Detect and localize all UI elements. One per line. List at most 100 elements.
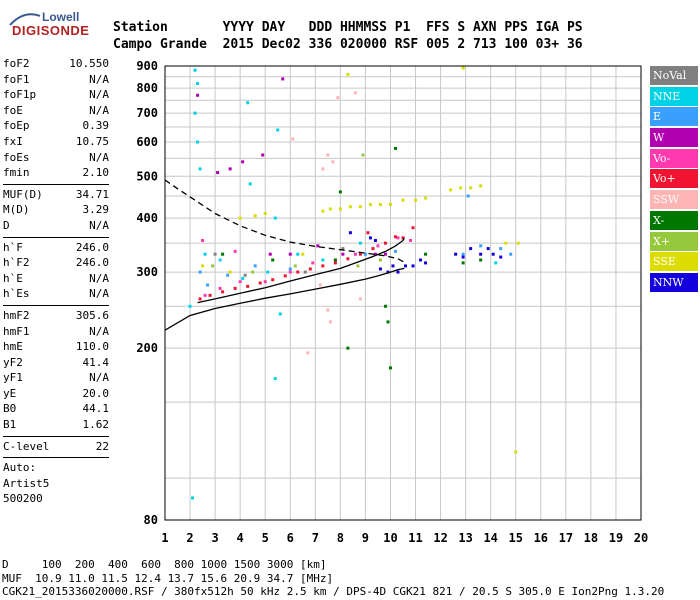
echo-point [271, 278, 275, 282]
param-row: foE N/A [3, 103, 109, 119]
echo-point [238, 216, 242, 220]
param-value: N/A [89, 324, 109, 338]
param-label: hmE [3, 340, 23, 354]
echo-point [311, 261, 315, 265]
legend-item-vo: Vo+ [650, 169, 698, 189]
param-value: N/A [89, 271, 109, 285]
echo-point [203, 252, 207, 256]
echo-point [218, 258, 222, 262]
echo-point [283, 274, 287, 278]
param-row: yF2 41.4 [3, 355, 109, 371]
param-value: 22 [95, 439, 109, 453]
x-tick-label: 10 [383, 531, 397, 545]
param-value: 34.71 [75, 187, 109, 201]
echo-point [479, 184, 483, 188]
echo-point [331, 160, 335, 164]
legend-item-nnw: NNW [650, 272, 698, 292]
echo-point [263, 211, 267, 215]
echo-point [378, 203, 382, 207]
legend-item-x: X- [650, 210, 698, 230]
param-row: C-level 22 [3, 439, 109, 455]
echo-point [321, 167, 325, 171]
echo-point [263, 280, 267, 284]
header-line-2: Campo Grande 2015 Dec02 336 020000 RSF 0… [113, 37, 583, 52]
legend-item-nne: NNE [650, 86, 698, 106]
echo-point [461, 255, 465, 259]
echo-point [348, 205, 352, 209]
echo-point [266, 270, 270, 274]
echo-point [213, 252, 217, 256]
echo-point [218, 286, 222, 290]
echo-point [318, 283, 322, 287]
param-row: foF2 10.550 [3, 56, 109, 72]
param-label: h`F2 [3, 256, 30, 270]
x-tick-label: 6 [287, 531, 294, 545]
echo-point [404, 264, 408, 268]
echo-point [341, 247, 345, 251]
echo-point [278, 312, 282, 316]
param-value: 305.6 [75, 308, 109, 322]
params-separator [3, 236, 109, 238]
echo-point [288, 270, 292, 274]
echo-point [358, 241, 362, 245]
param-row: yF1 N/A [3, 370, 109, 386]
param-value: N/A [89, 88, 109, 102]
legend-item-ssw: SSW [650, 190, 698, 210]
echo-point [291, 137, 295, 141]
echo-point [276, 128, 280, 132]
legend-item-w: W [650, 128, 698, 148]
echo-point [378, 267, 382, 271]
param-value: 246.0 [75, 240, 109, 254]
echo-point [233, 249, 237, 253]
echo-point [419, 258, 423, 262]
echo-point [188, 304, 192, 308]
echo-point [198, 297, 202, 301]
echo-point [288, 267, 292, 271]
echo-point [393, 235, 397, 239]
echo-point [368, 236, 372, 240]
echo-point [326, 308, 330, 312]
param-row: hmF1 N/A [3, 324, 109, 340]
x-tick-label: 17 [559, 531, 573, 545]
echo-point [376, 244, 380, 248]
logo-lowell-text: Lowell [42, 10, 80, 24]
echo-point [383, 241, 387, 245]
param-row: hmE 110.0 [3, 339, 109, 355]
param-value: 1.62 [82, 418, 110, 432]
param-row: foF1 N/A [3, 72, 109, 88]
param-label: h`Es [3, 287, 30, 301]
param-row: fxI 10.75 [3, 134, 109, 150]
echo-point [373, 252, 377, 256]
param-value: 246.0 [75, 256, 109, 270]
echo-point [241, 160, 245, 164]
echo-point [371, 247, 375, 251]
echo-point [253, 214, 257, 218]
echo-point [336, 96, 340, 100]
station-header: Station YYYY DAY DDD HHMMSS P1 FFS S AXN… [113, 19, 583, 53]
echo-point [228, 167, 232, 171]
param-label: M(D) [3, 203, 30, 217]
params-separator [3, 304, 109, 306]
echo-point [346, 346, 350, 350]
echo-point [221, 252, 225, 256]
x-tick-label: 18 [584, 531, 598, 545]
param-label: MUF(D) [3, 187, 43, 201]
param-row: hmF2 305.6 [3, 308, 109, 324]
echo-point [461, 252, 465, 256]
param-label: B0 [3, 402, 17, 416]
echo-point [358, 297, 362, 301]
x-tick-label: 14 [483, 531, 497, 545]
x-tick-label: 3 [211, 531, 218, 545]
echo-point [288, 252, 292, 256]
echo-point [486, 247, 490, 251]
param-label: D [3, 218, 10, 232]
param-label: hmF2 [3, 308, 30, 322]
echo-point [358, 205, 362, 209]
param-label: foF2 [3, 57, 30, 70]
param-value: N/A [89, 150, 109, 164]
params-separator [3, 457, 109, 459]
param-value: 41.4 [82, 355, 110, 369]
param-row: h`Es N/A [3, 286, 109, 302]
param-value: N/A [89, 371, 109, 385]
y-tick-label: 500 [136, 169, 158, 183]
